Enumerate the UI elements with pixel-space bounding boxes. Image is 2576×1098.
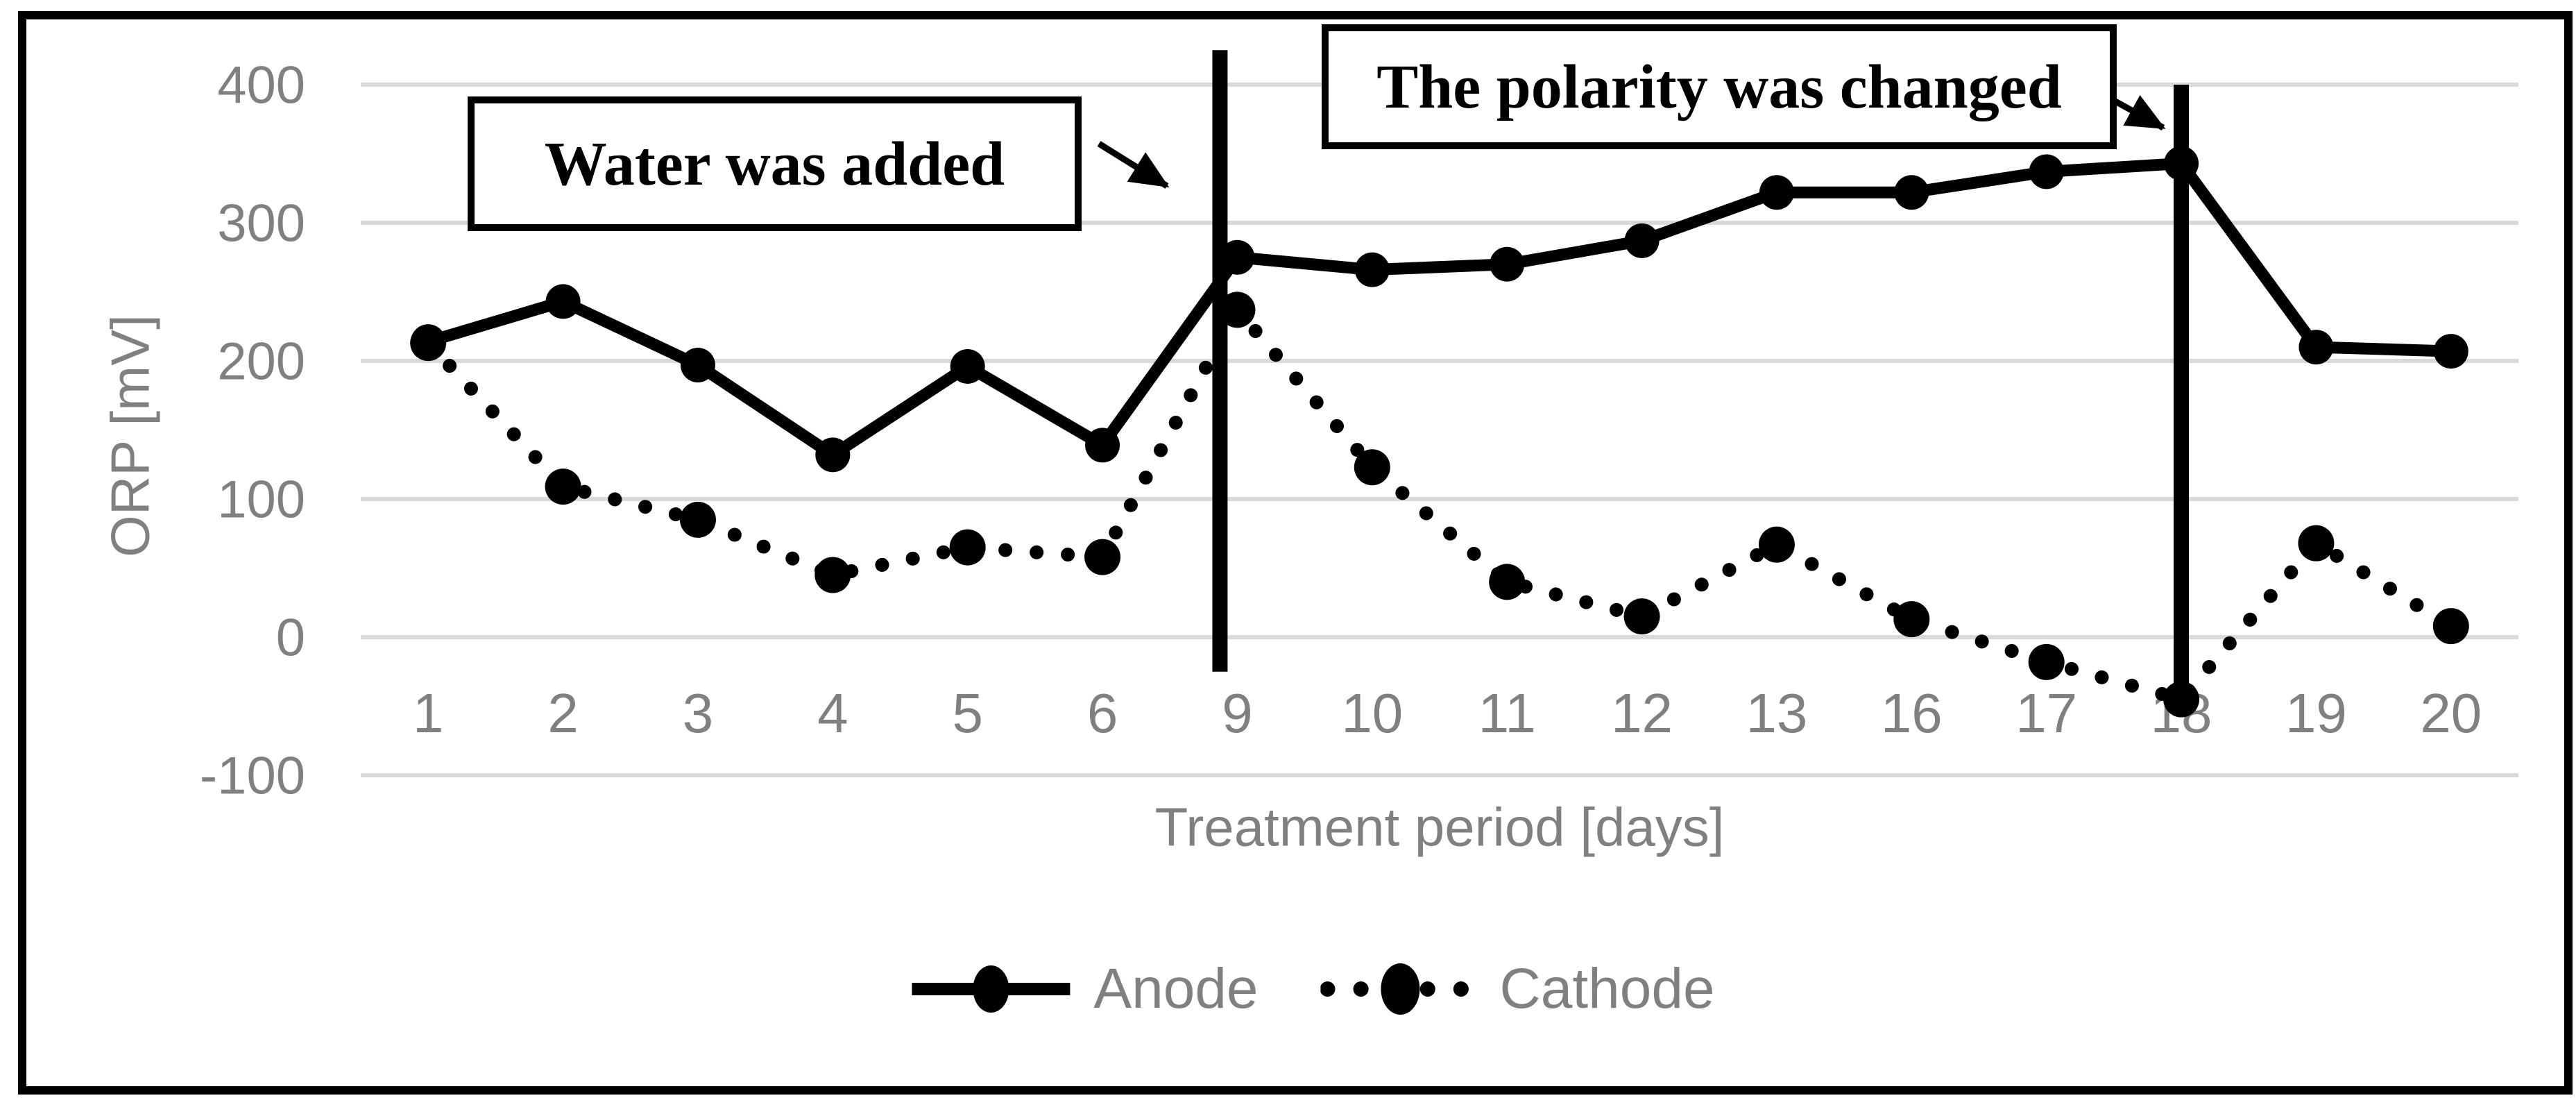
- cathode-marker-16: [1893, 601, 1930, 638]
- data-series: [410, 146, 2469, 718]
- x-tick-label-6: 6: [1087, 682, 1118, 744]
- figure-border-frame: [18, 11, 2573, 1095]
- water-added-annotation-box: Water was added: [468, 96, 1082, 231]
- cathode-marker-9: [1219, 292, 1256, 328]
- polarity-changed-annotation-box: The polarity was changed: [1322, 24, 2117, 149]
- anode-marker-2: [545, 284, 581, 319]
- anode-legend-sample-icon: [912, 965, 1071, 1013]
- x-tick-label-17: 17: [2015, 682, 2077, 744]
- y-tick-label-200: 200: [217, 332, 305, 391]
- x-tick-label-16: 16: [1881, 682, 1943, 744]
- anode-marker-10: [1354, 252, 1390, 287]
- cathode-marker-10: [1354, 449, 1390, 486]
- anode-marker-17: [2029, 154, 2064, 189]
- x-tick-label-19: 19: [2285, 682, 2347, 744]
- x-axis-tick-labels: 1234569101112131617181920: [413, 682, 2482, 744]
- cathode-marker-20: [2432, 608, 2469, 645]
- y-tick-label-100: 100: [217, 471, 305, 530]
- cathode-marker-2: [545, 468, 581, 505]
- cathode-marker-5: [949, 529, 986, 566]
- anode-marker-5: [950, 348, 985, 384]
- x-tick-label-13: 13: [1746, 682, 1807, 744]
- x-tick-label-4: 4: [817, 682, 848, 744]
- cathode-marker-1: [410, 325, 447, 362]
- cathode-marker-12: [1623, 598, 1660, 635]
- anode-marker-3: [680, 347, 715, 382]
- x-tick-label-20: 20: [2420, 682, 2482, 744]
- x-tick-label-3: 3: [683, 682, 714, 744]
- polarity-changed-arrow: [2112, 95, 2166, 130]
- anode-marker-9: [1220, 239, 1255, 275]
- anode-marker-13: [1759, 175, 1794, 210]
- cathode-legend-sample-icon: [1320, 963, 1481, 1015]
- anode-marker-16: [1894, 175, 1929, 210]
- cathode-marker-3: [679, 501, 716, 538]
- event-vlines: [1212, 50, 2190, 709]
- y-tick-label--100: -100: [200, 747, 305, 806]
- cathode-marker-17: [2028, 643, 2065, 680]
- anode-marker-19: [2298, 330, 2334, 365]
- cathode-line: [421, 303, 2458, 707]
- x-tick-label-5: 5: [952, 682, 983, 744]
- anode-marker-4: [815, 437, 851, 473]
- cathode-marker-4: [814, 557, 851, 593]
- cathode-marker-18: [2163, 681, 2200, 718]
- annotation-arrows: [1097, 95, 2166, 189]
- anode-marker-18: [2164, 146, 2199, 181]
- cathode-marker-13: [1758, 526, 1795, 563]
- cathode-marker-6: [1084, 539, 1121, 575]
- x-axis-title: Treatment period [days]: [1154, 796, 1725, 858]
- x-tick-label-11: 11: [1478, 682, 1536, 744]
- anode-marker-11: [1490, 246, 1525, 282]
- legend-item-anode: Anode: [907, 951, 1259, 1027]
- x-tick-label-1: 1: [413, 682, 444, 744]
- anode-marker-20: [2433, 334, 2468, 369]
- x-tick-label-2: 2: [547, 682, 579, 744]
- anode-line: [422, 157, 2457, 461]
- y-axis-tick-labels: 400 300 200 100 0 -100: [200, 56, 305, 806]
- x-tick-label-12: 12: [1611, 682, 1673, 744]
- x-tick-label-9: 9: [1222, 682, 1253, 744]
- cathode-marker-19: [2298, 525, 2335, 561]
- legend-item-cathode: Cathode: [1320, 951, 1715, 1027]
- legend-label-anode: Anode: [1093, 957, 1259, 1020]
- x-tick-label-10: 10: [1341, 682, 1403, 744]
- water-added-annotation-text: Water was added: [544, 129, 1005, 199]
- anode-marker-12: [1624, 223, 1660, 258]
- legend: Anode Cathode: [907, 951, 1715, 1027]
- water-added-arrow: [1097, 141, 1170, 189]
- y-tick-label-0: 0: [276, 609, 305, 668]
- y-tick-label-400: 400: [217, 56, 305, 115]
- cathode-marker-11: [1489, 564, 1526, 600]
- legend-label-cathode: Cathode: [1499, 957, 1715, 1020]
- polarity-changed-annotation-text: The polarity was changed: [1376, 52, 2062, 121]
- y-tick-label-300: 300: [217, 194, 305, 253]
- anode-marker-6: [1085, 428, 1120, 463]
